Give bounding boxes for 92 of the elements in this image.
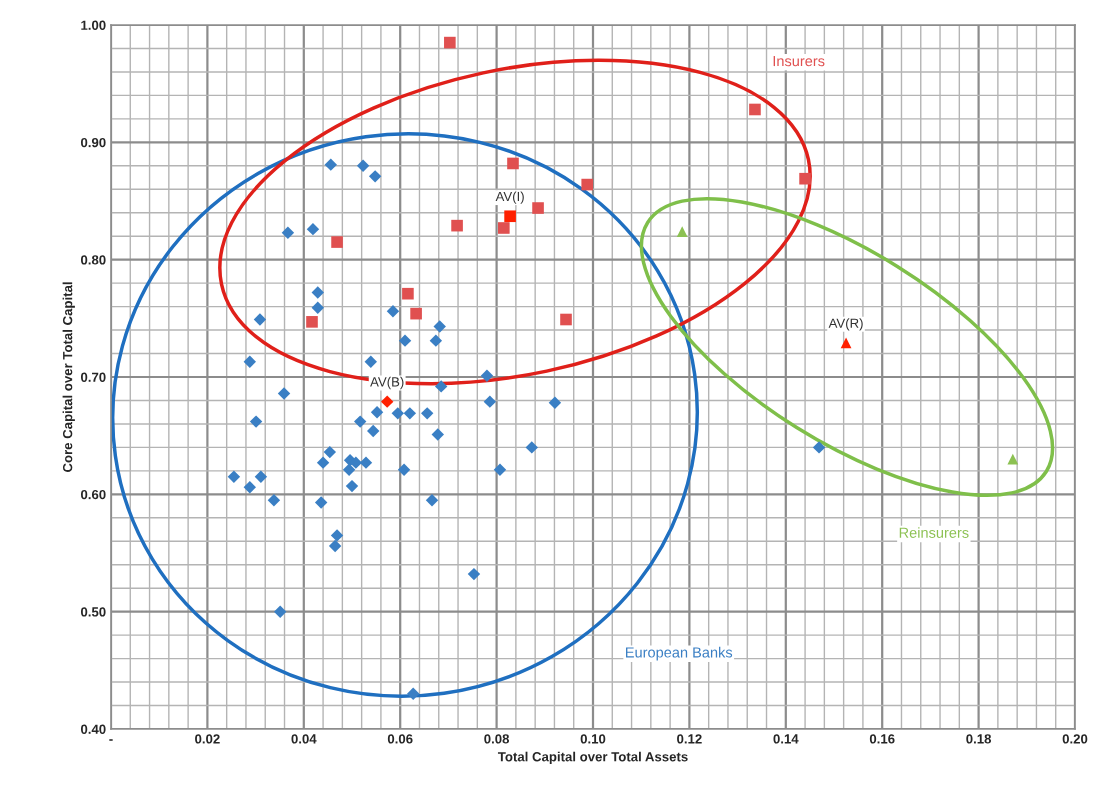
- x-tick-label: 0.06: [387, 734, 413, 744]
- y-axis-title: Core Capital over Total Capital: [62, 282, 75, 473]
- point: [328, 539, 342, 553]
- point: [364, 355, 378, 368]
- x-tick-label: 0.12: [677, 734, 702, 744]
- point: [431, 428, 445, 441]
- x-tick-label: 0.20: [1062, 734, 1088, 744]
- point: [548, 396, 562, 410]
- point: [676, 226, 688, 237]
- x-tick-label: 0.08: [484, 734, 510, 744]
- point: [331, 236, 343, 248]
- point: [243, 355, 257, 368]
- point: [353, 415, 367, 428]
- point: [356, 159, 370, 173]
- text: Reinsurers: [899, 527, 969, 538]
- point: [368, 170, 382, 183]
- point: [451, 219, 463, 232]
- point: [254, 470, 268, 483]
- point: [507, 157, 519, 170]
- point: [314, 496, 328, 509]
- point: [349, 456, 363, 469]
- point: [532, 202, 544, 214]
- point: [407, 687, 420, 701]
- point: [480, 369, 494, 383]
- point: [281, 226, 295, 239]
- point: [433, 320, 446, 333]
- point: [493, 463, 507, 476]
- point: [581, 178, 594, 191]
- x-tick-label: 0.04: [291, 734, 317, 744]
- point: [444, 36, 456, 49]
- point: [391, 407, 404, 420]
- point: [425, 493, 439, 507]
- point: [402, 287, 414, 300]
- point: [799, 172, 811, 185]
- point: [403, 407, 417, 420]
- y-tick-label: 1.00: [81, 20, 106, 30]
- point: [306, 316, 318, 328]
- point: [267, 493, 281, 507]
- point: [342, 463, 356, 476]
- point: [249, 415, 263, 428]
- x-tick-label: 0.18: [966, 734, 992, 744]
- point: [311, 286, 324, 299]
- y-tick-label: 0.80: [80, 255, 106, 265]
- point: [410, 307, 422, 320]
- y-tick-label: 0.60: [80, 489, 106, 500]
- point: [345, 479, 359, 493]
- x-tick-label: 0.10: [580, 734, 606, 744]
- point: [367, 424, 380, 438]
- point: [243, 481, 257, 494]
- point: [560, 313, 572, 326]
- point: [253, 313, 267, 326]
- point: [386, 305, 400, 318]
- point: [330, 529, 344, 542]
- y-tick-label: 0.70: [80, 372, 106, 382]
- point: [840, 337, 852, 349]
- x-tick-label: -: [109, 739, 113, 741]
- point: [429, 334, 443, 347]
- point: [370, 405, 384, 419]
- point: [467, 567, 481, 581]
- point: [434, 380, 448, 393]
- point: [812, 441, 826, 454]
- point: [749, 103, 761, 116]
- point: [359, 456, 373, 469]
- point: [311, 301, 324, 314]
- point: [1007, 453, 1019, 465]
- point: [498, 222, 510, 234]
- x-tick-label: 0.14: [773, 734, 799, 744]
- series-label: AV(I): [495, 191, 524, 204]
- point: [273, 605, 287, 618]
- series-label: AV(B): [370, 376, 404, 390]
- point: [483, 395, 497, 408]
- text: European Banks: [626, 646, 733, 661]
- series-label: AV(R): [828, 318, 863, 331]
- point: [380, 395, 394, 408]
- point: [398, 334, 412, 347]
- x-tick-label: 0.16: [869, 734, 895, 744]
- text: Insurers: [773, 56, 825, 67]
- y-tick-label: 0.40: [80, 724, 106, 734]
- point: [306, 222, 320, 236]
- point: [397, 463, 411, 476]
- point: [420, 407, 434, 420]
- y-tick-label: 0.50: [80, 607, 106, 617]
- point: [525, 441, 538, 454]
- point: [324, 158, 337, 171]
- y-tick-label: 0.90: [80, 137, 106, 148]
- point: [316, 456, 330, 469]
- x-axis-title: Total Capital over Total Assets: [497, 751, 688, 765]
- point: [277, 387, 291, 400]
- point: [323, 445, 337, 459]
- point: [227, 470, 241, 483]
- point: [504, 210, 516, 223]
- x-tick-label: 0.02: [195, 734, 220, 744]
